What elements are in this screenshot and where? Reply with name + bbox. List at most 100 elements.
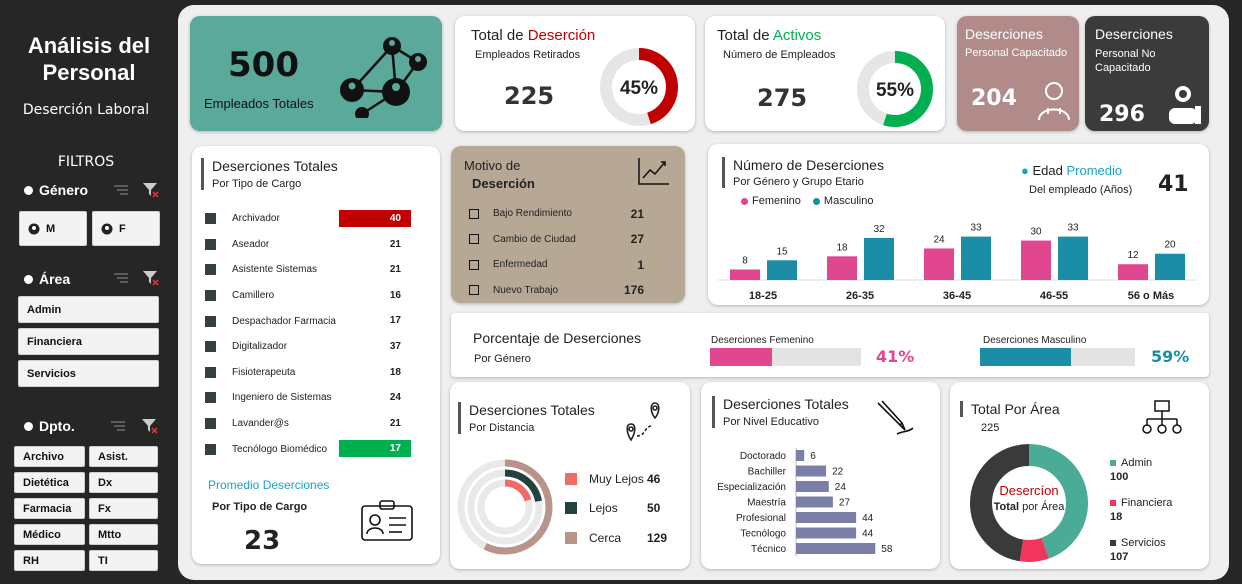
area-financiera-button[interactable]: Financiera: [18, 328, 159, 355]
bar-masculino-3[interactable]: [1058, 236, 1088, 280]
clear-filter-icon[interactable]: [142, 270, 160, 286]
kpi-activos-card: Total de Activos Número de Empleados 275…: [705, 16, 945, 131]
dpto-fx-button[interactable]: Fx: [89, 498, 158, 519]
bar-masculino-4[interactable]: [1155, 253, 1185, 280]
checkbox[interactable]: [469, 234, 479, 245]
dpto-farmacia-button[interactable]: Farmacia: [14, 498, 85, 519]
bar-femenino-1[interactable]: [827, 256, 857, 280]
ring-muy-lejos[interactable]: [477, 479, 533, 535]
edad-card: Número de Deserciones Por Género y Grupo…: [708, 144, 1209, 305]
cargo-row-value: 18: [389, 366, 401, 378]
cargo-row[interactable]: Asistente Sistemas 21: [205, 257, 425, 283]
y-tick-label: Técnico: [751, 544, 786, 555]
nurse-icon: [1169, 86, 1201, 124]
cargo-row[interactable]: Lavander@s 21: [205, 411, 425, 437]
cargo-row-marker: [205, 290, 216, 302]
kpi-no-capacitado-value: 296: [1099, 102, 1145, 127]
network-icon: [340, 37, 427, 118]
promedio-value: 23: [244, 526, 281, 556]
cargo-row[interactable]: Digitalizador 37: [205, 334, 425, 360]
dpto-archivo-button[interactable]: Archivo: [14, 446, 85, 467]
educacion-subtitle: Por Nivel Educativo: [723, 416, 819, 428]
legend-swatch: [1110, 500, 1116, 507]
distancia-legend-item: Muy Lejos 46: [565, 464, 677, 494]
bar-masculino-1[interactable]: [864, 237, 894, 280]
dpto-mtto-button[interactable]: Mtto: [89, 524, 158, 545]
cargo-row[interactable]: Camillero 16: [205, 283, 425, 309]
bar-3[interactable]: [796, 496, 833, 508]
motivo-row[interactable]: Nuevo Trabajo 176: [469, 278, 644, 304]
bar-5[interactable]: [796, 527, 857, 539]
area-admin-button[interactable]: Admin: [18, 296, 159, 323]
bar-2[interactable]: [796, 481, 829, 492]
genero-m-button[interactable]: M: [19, 211, 87, 246]
legend-masculino: Masculino: [812, 195, 873, 207]
ring-lejos[interactable]: [467, 469, 543, 545]
motivo-row[interactable]: Cambio de Ciudad 27: [469, 227, 644, 253]
slice-servicios[interactable]: [970, 444, 1088, 562]
motivo-row[interactable]: Bajo Rendimiento 21: [469, 201, 644, 227]
clear-filter-icon[interactable]: [142, 182, 160, 198]
legend-label: Servicios: [1121, 537, 1166, 549]
masc-bar-track: [980, 348, 1135, 366]
bar-femenino-3[interactable]: [1021, 240, 1051, 280]
bar-masculino-0[interactable]: [767, 260, 797, 280]
area-center-label: Desercíon Total por Área: [993, 483, 1065, 513]
dpto-rh-button[interactable]: RH: [14, 550, 85, 571]
motivo-row-value: 21: [630, 206, 644, 221]
dpto-asist-button[interactable]: Asist.: [89, 446, 158, 467]
clear-filter-icon[interactable]: [141, 418, 159, 434]
cargo-row-label: Camillero: [232, 290, 275, 302]
bar-value-label: 24: [835, 482, 847, 493]
fem-bar-track: [710, 348, 861, 366]
checkbox[interactable]: [469, 259, 479, 270]
slice-financiera[interactable]: [970, 444, 1088, 562]
org-chart-icon: [1142, 400, 1182, 434]
legend-label: Admin: [1121, 457, 1153, 469]
multi-select-icon[interactable]: [113, 183, 129, 197]
bar-4[interactable]: [796, 512, 857, 523]
cargo-header: Deserciones Totales Por Tipo de Cargo: [201, 158, 338, 190]
checkbox[interactable]: [469, 285, 479, 296]
bar-femenino-4[interactable]: [1118, 264, 1148, 280]
x-tick-label: 36-45: [943, 290, 971, 302]
ring-cerca[interactable]: [457, 459, 553, 555]
cargo-row[interactable]: Fisioterapeuta 18: [205, 360, 425, 386]
cargo-row[interactable]: Despachador Farmacia 17: [205, 308, 425, 334]
desercion-donut: 45%: [600, 48, 678, 126]
cargo-row-value: 16: [389, 289, 401, 301]
multi-select-icon[interactable]: [113, 271, 129, 285]
y-tick-label: Bachiller: [748, 467, 787, 478]
cargo-row[interactable]: Archivador 40: [205, 206, 425, 232]
bar-value-label: 24: [933, 234, 945, 245]
bar-0[interactable]: [796, 450, 805, 461]
cargo-row[interactable]: Ingeniero de Sistemas 24: [205, 385, 425, 411]
bar-masculino-2[interactable]: [961, 236, 991, 280]
cargo-subtitle: Por Tipo de Cargo: [212, 178, 302, 190]
cargo-row-value: 40: [339, 210, 411, 227]
bar-value-label: 27: [839, 498, 851, 509]
dpto-medico-button[interactable]: Médico: [14, 524, 85, 545]
writing-hand-icon: [877, 400, 914, 435]
bar-value-label: 12: [1127, 250, 1139, 261]
dpto-dietetica-button[interactable]: Dietética: [14, 472, 85, 493]
bar-femenino-2[interactable]: [924, 248, 954, 280]
motivo-row[interactable]: Enfermedad 1: [469, 252, 644, 278]
cargo-row[interactable]: Tecnólogo Biomédico 17: [205, 436, 425, 462]
dpto-ti-button[interactable]: TI: [89, 550, 158, 571]
multi-select-icon[interactable]: [110, 419, 126, 433]
y-tick-label: Maestría: [747, 498, 786, 509]
bar-6[interactable]: [796, 543, 876, 554]
area-servicios-button[interactable]: Servicios: [18, 360, 159, 387]
genero-f-button[interactable]: F: [92, 211, 160, 246]
distancia-ring-chart: [457, 459, 553, 555]
checkbox[interactable]: [469, 208, 479, 219]
dpto-dx-button[interactable]: Dx: [89, 472, 158, 493]
person-icon: [28, 223, 40, 234]
cargo-row[interactable]: Aseador 21: [205, 232, 425, 258]
bar-femenino-0[interactable]: [730, 269, 760, 280]
cargo-row-marker: [205, 264, 216, 276]
bar-1[interactable]: [796, 465, 827, 477]
cargo-row-marker: [205, 213, 216, 225]
activos-donut-arc: [857, 51, 933, 127]
